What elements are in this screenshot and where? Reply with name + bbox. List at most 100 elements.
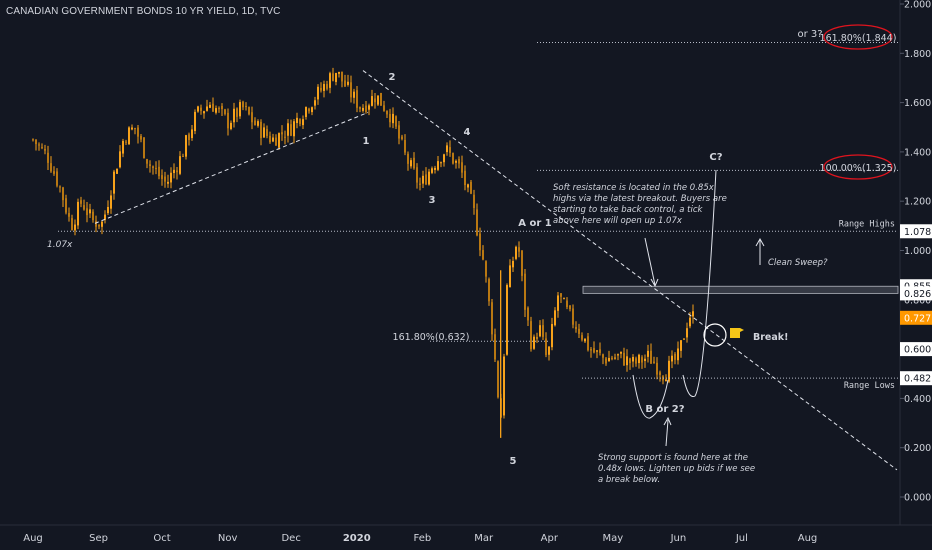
x-tick-label: Dec [281,533,300,544]
candle-body [92,211,94,221]
candle-body [71,218,73,231]
y-tick-label: 1.400 [904,147,931,158]
candle-body [209,104,211,108]
candle-body [86,208,88,216]
candle-body [341,71,343,82]
candle-body [218,108,220,110]
candle-body [233,108,235,123]
candle-body [680,340,682,351]
candle-body [137,127,139,137]
candle-body [377,95,379,105]
candle-body [521,250,523,276]
candle-body [167,181,169,184]
candle-body [419,183,421,185]
candle-body [359,107,361,109]
c-path-curve [682,169,717,398]
candle-body [608,357,610,362]
candle-body [416,167,418,183]
y-tick-label: 0.200 [904,443,931,454]
candle-body [347,81,349,85]
candle-body [470,181,472,194]
candle-body [536,337,538,339]
candle-body [596,350,598,352]
candle-body [245,106,247,108]
candle-body [350,82,352,98]
candle-body [482,250,484,260]
candle-body [152,166,154,168]
candle-body [332,73,334,81]
candle-body [134,127,136,129]
candle-body [506,285,508,355]
candle-body [146,159,148,164]
candle-body [299,119,301,124]
candle-body [623,352,625,366]
candle-body [155,167,157,170]
y-tick-label: 0.400 [904,394,931,405]
candle-body [557,295,559,311]
candle-body [290,124,292,136]
candle-body [659,372,661,375]
candle-body [545,338,547,355]
x-tick-label: Sep [89,533,108,544]
candle-body [401,136,403,140]
clean-sweep-arrow [755,237,765,265]
candle-body [683,338,685,340]
candle-body [203,111,205,114]
candle-body [398,125,400,139]
x-tick-label: Jun [670,533,687,544]
candle-body [65,198,67,213]
candle-body [293,121,295,137]
fib-161-high-label: 161.80%(1.844) [820,33,897,44]
candle-body [206,106,208,111]
candle-body [383,105,385,111]
candle-body [176,170,178,173]
candle-body [494,334,496,360]
candle-body [107,206,109,214]
candle-body [272,137,274,142]
soft-resistance-note-line: starting to take back control, a tick [553,205,704,215]
candle-body [53,171,55,174]
candle-body [566,300,568,307]
candle-body [503,356,505,416]
candle-body [404,140,406,153]
candle-body [617,354,619,356]
candle-body [605,358,607,364]
resistance-zone [582,285,899,294]
candle-body [125,141,127,143]
candle-body [626,356,628,366]
candle-body [632,356,634,362]
x-tick-label: Oct [153,533,170,544]
candle-body [674,354,676,360]
candle-body [410,160,412,167]
candle-body [284,136,286,138]
price-level-label: 0.826 [904,289,931,300]
candle-body [185,135,187,157]
candle-body [41,147,43,149]
candle-body [302,119,304,126]
candle-body [50,163,52,172]
candle-body [428,171,430,185]
candle-body [197,106,199,112]
x-tick-label: Apr [541,533,559,544]
candle-body [83,205,85,210]
candle-body [215,108,217,113]
wave-label-2: 2 [389,72,396,83]
candle-body [677,348,679,361]
x-tick-label: Mar [474,533,494,544]
candle-body [236,108,238,117]
candle-body [464,170,466,186]
candle-body [689,317,691,327]
uptrend-line [94,111,369,224]
candle-body [413,157,415,169]
candle-body [446,145,448,153]
candle-body [467,184,469,188]
candle-body [476,209,478,236]
candle-body [392,113,394,124]
candle-body [116,168,118,174]
candle-body [149,164,151,166]
candle-body [563,298,565,300]
candle-body [128,127,130,145]
candle-body [44,149,46,151]
candle-body [80,200,82,204]
